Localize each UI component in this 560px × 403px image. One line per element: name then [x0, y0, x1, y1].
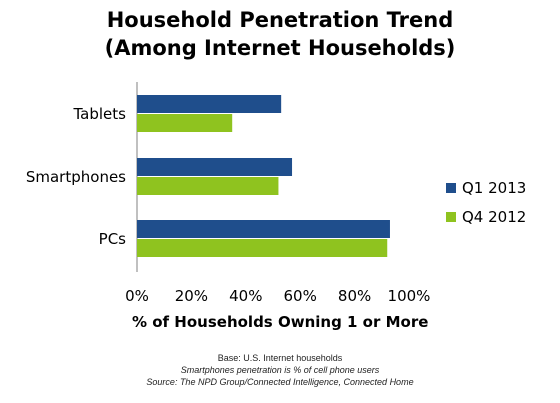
- legend-label-q4-2012: Q4 2012: [462, 208, 526, 226]
- legend: Q1 2013 Q4 2012: [446, 179, 526, 226]
- footnote-source: Source: The NPD Group/Connected Intellig…: [146, 377, 414, 387]
- bar-pcs-q4-2012: [137, 239, 388, 257]
- x-axis-label: % of Households Owning 1 or More: [132, 313, 429, 331]
- chart-title: Household Penetration Trend: [106, 8, 454, 32]
- bar-pcs-q1-2013: [137, 220, 390, 238]
- category-label-smartphones: Smartphones: [26, 168, 126, 186]
- bar-smartphones-q4-2012: [137, 177, 279, 195]
- bar-tablets-q1-2013: [137, 95, 282, 113]
- x-tick-label: 0%: [125, 287, 149, 305]
- legend-swatch-q1-2013: [446, 183, 456, 193]
- bar-tablets-q4-2012: [137, 114, 233, 132]
- x-tick-labels: 0% 20% 40% 60% 80% 100%: [125, 287, 430, 305]
- x-tick-label: 60%: [284, 287, 317, 305]
- chart-subtitle: (Among Internet Households): [104, 36, 456, 60]
- x-tick-label: 80%: [338, 287, 371, 305]
- footnote-base: Base: U.S. Internet households: [217, 353, 343, 363]
- category-labels: Tablets Smartphones PCs: [26, 105, 126, 248]
- bars-group: [137, 95, 390, 257]
- x-tick-label: 20%: [175, 287, 208, 305]
- footnote-smartphones: Smartphones penetration is % of cell pho…: [180, 365, 380, 375]
- category-label-tablets: Tablets: [73, 105, 127, 123]
- x-tick-label: 100%: [388, 287, 431, 305]
- legend-label-q1-2013: Q1 2013: [462, 179, 526, 197]
- x-tick-label: 40%: [229, 287, 262, 305]
- category-label-pcs: PCs: [99, 230, 127, 248]
- legend-swatch-q4-2012: [446, 212, 456, 222]
- bar-smartphones-q1-2013: [137, 158, 293, 176]
